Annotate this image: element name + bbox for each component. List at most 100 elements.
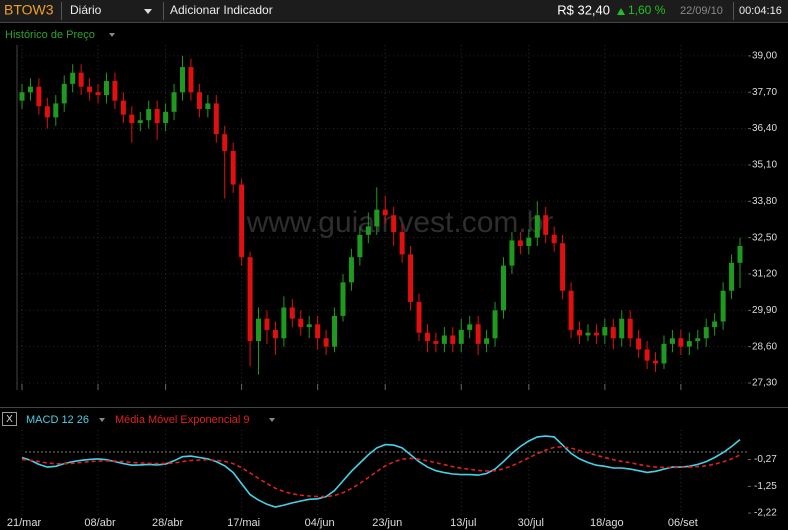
candle-body [53, 103, 59, 118]
candle-body [441, 335, 447, 344]
candle-body [543, 215, 549, 235]
candle-body [602, 327, 608, 336]
candle-body [179, 67, 185, 93]
candle-body [222, 134, 228, 151]
candle-body [492, 310, 498, 339]
candle-body [213, 103, 219, 135]
y-tick-label: 29,90 [752, 305, 777, 316]
indicator-line [21, 435, 741, 508]
candle-body [281, 307, 287, 339]
candle-body [163, 111, 169, 124]
candle-body [585, 332, 591, 336]
candle-body [239, 184, 245, 258]
dropdown-arrow[interactable] [99, 418, 105, 422]
close-button[interactable] [2, 412, 17, 426]
indicator-name[interactable]: Média Móvel Exponencial 9 [115, 414, 250, 426]
indicator-line [21, 445, 741, 498]
candle-body [120, 100, 126, 115]
candle-body [610, 327, 616, 339]
candle-body [619, 318, 625, 339]
candle-body [644, 349, 650, 361]
candle-body [365, 226, 371, 235]
candle-body [36, 86, 42, 107]
toolbar [0, 0, 788, 22]
y-tick-label: 27,30 [752, 378, 777, 389]
candle-body [154, 109, 160, 124]
y-tick-label: 37,70 [752, 87, 777, 98]
change: 1,60 % [628, 3, 666, 17]
candle-body [78, 72, 84, 87]
candle-body [416, 301, 422, 333]
candle-body [720, 290, 726, 322]
candle-body [661, 343, 667, 364]
dropdown-arrow[interactable] [109, 33, 115, 37]
x-tick-label: 08/abr [84, 517, 116, 529]
candle-body [424, 332, 430, 342]
watermark: www.guiainvest.com.br [246, 206, 554, 239]
candle-body [374, 209, 380, 227]
candle-body [534, 215, 540, 238]
indicator-name[interactable]: MACD 12 26 [26, 414, 89, 426]
candle-body [712, 321, 718, 328]
candle-body [315, 324, 321, 339]
x-tick-label: 21/mar [7, 517, 42, 529]
candle-body [678, 338, 684, 347]
x-tick-label: 18/ago [590, 517, 624, 529]
y-tick-label: -1,25 [754, 481, 777, 492]
up-arrow [617, 8, 625, 15]
y-tick-label: 36,40 [752, 123, 777, 134]
candle-body [433, 341, 439, 344]
close-label[interactable]: X [6, 414, 13, 425]
candle-body [306, 324, 312, 328]
candle-body [408, 254, 414, 302]
add-indicator[interactable]: Adicionar Indicador [170, 3, 273, 17]
dropdown-arrow[interactable] [144, 9, 152, 14]
x-tick-label: 30/jul [518, 517, 544, 529]
candle-body [551, 234, 557, 244]
candle-body [137, 120, 143, 124]
candle-body [653, 360, 659, 364]
candle-body [256, 318, 262, 342]
y-tick-label: 32,50 [752, 232, 777, 243]
candle-body [509, 240, 515, 266]
candle-body [247, 257, 253, 342]
period-select[interactable]: Diário [70, 3, 102, 17]
x-tick-label: 13/jul [450, 517, 476, 529]
candle-body [695, 338, 701, 342]
y-tick-label: 28,60 [752, 341, 777, 352]
candle-body [171, 92, 177, 112]
candle-body [737, 246, 743, 263]
candle-body [391, 215, 397, 233]
candle-body [103, 81, 109, 96]
candle-body [230, 150, 236, 185]
y-tick-label: 39,00 [752, 51, 777, 62]
candle-body [577, 329, 583, 336]
candle-body [357, 234, 363, 258]
candle-body [500, 265, 506, 311]
candle-body [61, 83, 67, 104]
x-tick-label: 17/mai [227, 517, 260, 529]
x-tick-label: 28/abr [152, 517, 184, 529]
candle-body [289, 307, 295, 319]
candle-body [332, 315, 338, 347]
x-tick-label: 23/jun [372, 517, 402, 529]
candle-body [450, 335, 456, 344]
y-tick-label: -0,27 [754, 454, 777, 465]
symbol[interactable]: BTOW3 [4, 2, 54, 18]
candle-body [729, 262, 735, 291]
candle-body [146, 109, 152, 121]
candle-body [382, 209, 388, 216]
candle-body [70, 72, 76, 84]
candle-body [205, 103, 211, 110]
candle-body [19, 92, 25, 101]
candle-body [568, 290, 574, 330]
y-tick-label: 35,10 [752, 160, 777, 171]
panel-title[interactable]: Histórico de Preço [5, 29, 95, 41]
candle-body [458, 329, 464, 344]
dropdown-arrow[interactable] [269, 418, 275, 422]
price: R$ 32,40 [557, 2, 610, 17]
candle-body [636, 338, 642, 350]
candle-body [348, 257, 354, 283]
candle-body [112, 81, 118, 101]
